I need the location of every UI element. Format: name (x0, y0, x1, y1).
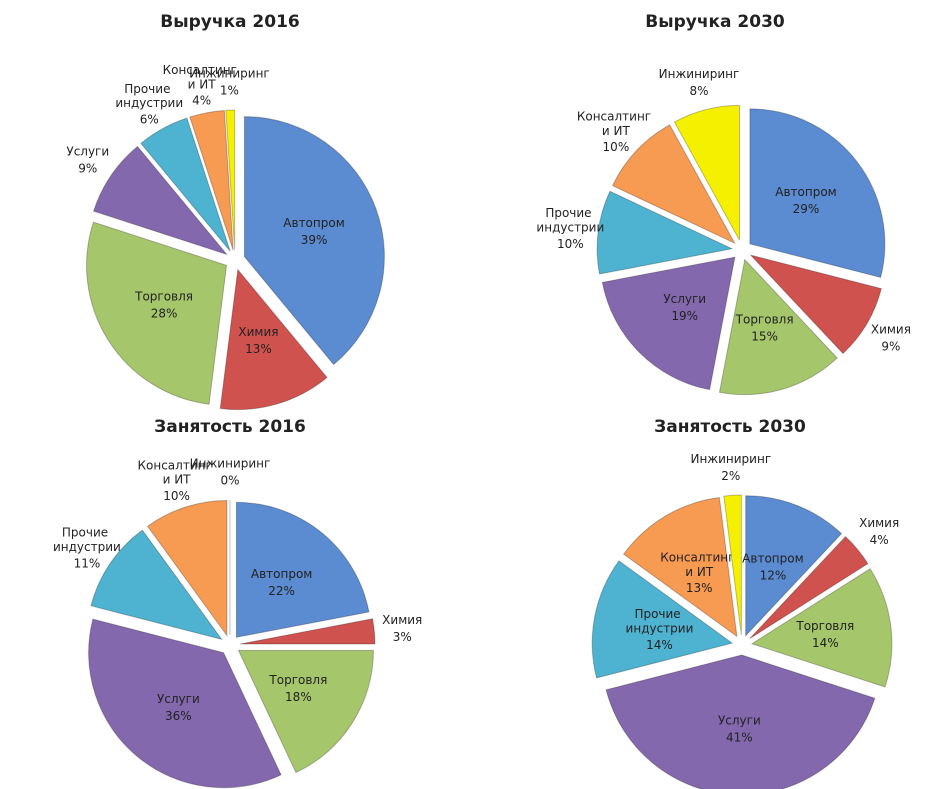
slice-value-label: 4% (192, 94, 211, 108)
slice-value-label: 10% (163, 489, 190, 503)
slice-value-label: 39% (301, 233, 328, 247)
pie-slice (723, 494, 742, 636)
pie-slice (750, 568, 893, 688)
pie-slice (596, 190, 734, 275)
pie-slice (88, 618, 282, 789)
slice-value-label: 28% (151, 307, 178, 321)
slice-value-label: 18% (285, 690, 312, 704)
pie-slice (237, 649, 374, 774)
pie-slice (239, 618, 376, 645)
slice-label: Услуги (663, 292, 706, 306)
pie-slice (92, 145, 229, 256)
chart-title: Выручка 2016 (160, 12, 300, 32)
pie-slice (605, 654, 876, 789)
slice-label: Инжиниринг (190, 457, 271, 471)
slice-value-label: 22% (268, 584, 295, 598)
pie-slice (673, 104, 741, 241)
slice-label: Инжиниринг (659, 67, 740, 81)
slice-label: Химия (859, 516, 899, 530)
pie-slice (591, 560, 734, 679)
slice-label: Консалтинг и ИТ (660, 550, 738, 578)
slice-value-label: 13% (245, 342, 272, 356)
slice-label: Прочие индустрии (536, 206, 604, 234)
pie-slice (140, 117, 231, 252)
chart-title: Занятость 2030 (654, 417, 806, 437)
pie-slice (601, 256, 736, 391)
pie-slice (219, 268, 328, 411)
slice-value-label: 14% (812, 636, 839, 650)
slice-value-label: 19% (671, 309, 698, 323)
slice-label: Прочие индустрии (53, 525, 121, 553)
slice-label: Консалтинг и ИТ (577, 109, 655, 137)
slice-value-label: 1% (220, 84, 239, 98)
pie-slice (749, 108, 886, 279)
chart-title: Выручка 2030 (645, 12, 785, 32)
slice-value-label: 13% (686, 581, 713, 595)
slice-label: Автопром (775, 185, 836, 199)
slice-label: Услуги (157, 692, 200, 706)
slice-value-label: 10% (557, 237, 584, 251)
slice-value-label: 9% (78, 161, 97, 175)
slice-label: Прочие индустрии (115, 81, 183, 109)
slice-value-label: 2% (721, 469, 740, 483)
slice-value-label: 3% (393, 630, 412, 644)
slice-label: Химия (238, 325, 278, 339)
slice-label: Автопром (742, 551, 803, 565)
slice-label: Инжиниринг (189, 67, 270, 81)
slice-label: Торговля (735, 312, 794, 326)
slice-label: Услуги (718, 713, 761, 727)
slice-label: Консалтинг и ИТ (137, 458, 215, 486)
slice-label: Прочие индустрии (626, 607, 694, 635)
pie-slice (749, 535, 869, 640)
pie-slice (745, 495, 843, 637)
slice-label: Торговля (134, 290, 193, 304)
slice-value-label: 4% (870, 533, 889, 547)
slice-value-label: 9% (881, 340, 900, 354)
pie-slice (718, 258, 838, 396)
slice-label: Консалтинг и ИТ (163, 62, 241, 90)
slice-value-label: 10% (603, 140, 630, 154)
pie-slice (622, 496, 738, 638)
slice-label: Химия (382, 613, 422, 627)
slice-label: Инжиниринг (690, 452, 771, 466)
slice-label: Торговля (268, 673, 327, 687)
slice-value-label: 6% (140, 113, 159, 127)
slice-label: Автопром (283, 216, 344, 230)
slice-value-label: 41% (726, 730, 753, 744)
slice-value-label: 0% (220, 474, 239, 488)
pie-slice (225, 109, 236, 251)
pie-slice (86, 221, 228, 405)
pie-slice (749, 254, 882, 355)
slice-value-label: 12% (760, 568, 787, 582)
pie-slice (146, 499, 228, 638)
slice-label: Торговля (795, 619, 854, 633)
slice-value-label: 8% (689, 84, 708, 98)
slice-value-label: 11% (74, 556, 101, 570)
slice-label: Химия (871, 323, 911, 337)
pie-slice (90, 529, 223, 641)
chart-title: Занятость 2016 (154, 417, 306, 437)
pie-slice (235, 501, 370, 638)
slice-label: Автопром (251, 567, 312, 581)
slice-value-label: 36% (165, 709, 192, 723)
pie-slice (243, 116, 385, 366)
slice-value-label: 14% (646, 638, 673, 652)
pie-slice (611, 124, 736, 245)
slice-value-label: 29% (793, 202, 820, 216)
slice-value-label: 15% (751, 329, 778, 343)
slice-label: Услуги (66, 144, 109, 158)
pie-slice (189, 109, 234, 251)
